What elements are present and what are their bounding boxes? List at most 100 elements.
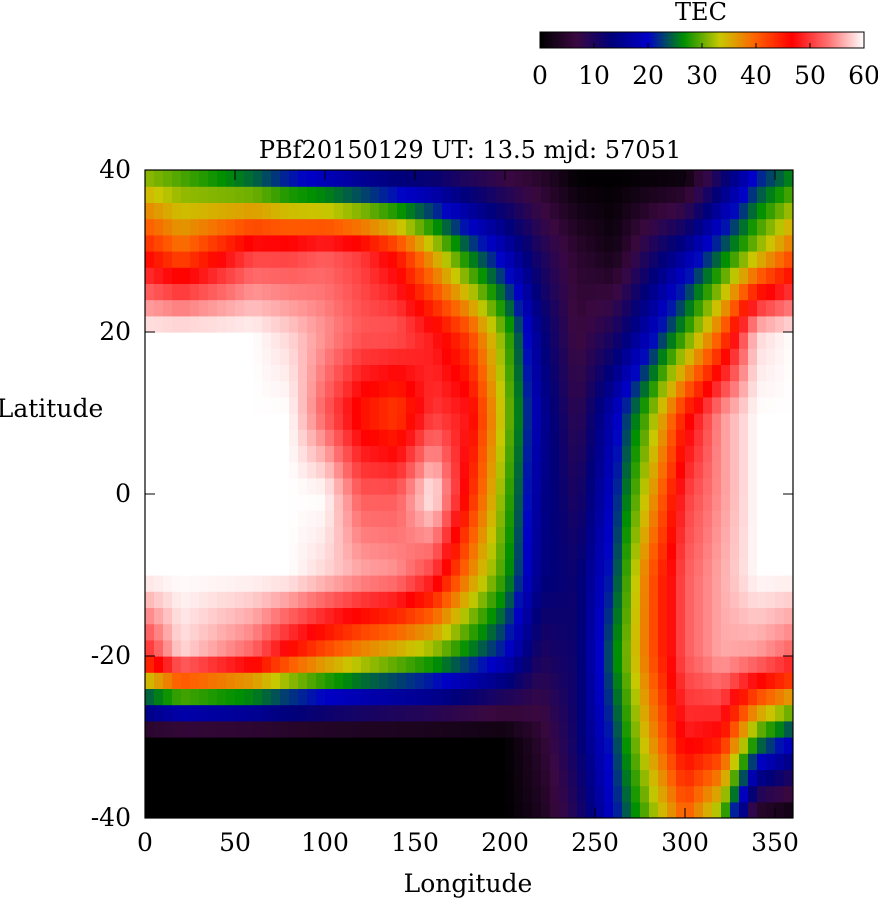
heatmap-cell <box>748 477 758 495</box>
heatmap-cell <box>154 477 164 495</box>
heatmap-cell <box>487 510 497 527</box>
heatmap-cell <box>406 315 416 333</box>
heatmap-cell <box>415 283 425 301</box>
heatmap-cell <box>604 267 614 284</box>
heatmap-cell <box>631 656 641 673</box>
heatmap-cell <box>667 413 677 430</box>
heatmap-cell <box>334 494 344 511</box>
heatmap-cell <box>253 639 263 657</box>
heatmap-cell <box>604 299 614 317</box>
heatmap-cell <box>604 672 614 689</box>
heatmap-cell <box>316 575 326 592</box>
heatmap-cell <box>586 607 596 625</box>
heatmap-cell <box>595 396 605 414</box>
heatmap-cell <box>532 234 542 252</box>
heatmap-cell <box>361 218 371 236</box>
heatmap-cell <box>568 396 578 414</box>
heatmap-cell <box>316 234 326 252</box>
heatmap-cell <box>388 672 398 689</box>
heatmap-cell <box>361 575 371 592</box>
heatmap-cell <box>424 364 434 382</box>
heatmap-cell <box>415 364 425 382</box>
heatmap-cell <box>145 591 155 608</box>
heatmap-cell <box>622 348 632 365</box>
heatmap-cell <box>631 202 641 220</box>
heatmap-cell <box>154 801 164 818</box>
heatmap-cell <box>307 267 317 284</box>
heatmap-cell <box>730 267 740 284</box>
heatmap-cell <box>703 575 713 592</box>
heatmap-cell <box>622 396 632 414</box>
heatmap-cell <box>361 607 371 625</box>
heatmap-cell <box>370 672 380 689</box>
heatmap-cell <box>766 186 776 203</box>
heatmap-cell <box>478 218 488 236</box>
heatmap-cell <box>181 348 191 365</box>
heatmap-cell <box>712 477 722 495</box>
heatmap-cell <box>784 639 793 657</box>
heatmap-cell <box>577 510 587 527</box>
heatmap-cell <box>208 672 218 689</box>
heatmap-cell <box>676 315 686 333</box>
heatmap-cell <box>289 170 299 187</box>
heatmap-cell <box>433 461 443 479</box>
heatmap-cell <box>478 769 488 787</box>
heatmap-cell <box>271 315 281 333</box>
heatmap-cell <box>712 218 722 236</box>
heatmap-cell <box>775 526 785 544</box>
heatmap-cell <box>334 251 344 268</box>
heatmap-cell <box>667 396 677 414</box>
heatmap-cell <box>451 251 461 268</box>
heatmap-cell <box>433 413 443 430</box>
heatmap-cell <box>469 234 479 252</box>
heatmap-cell <box>676 494 686 511</box>
heatmap-cell <box>289 769 299 787</box>
heatmap-cell <box>757 413 767 430</box>
heatmap-cell <box>460 186 470 203</box>
x-tick-label: 50 <box>219 828 251 857</box>
heatmap-cell <box>226 607 236 625</box>
heatmap-cell <box>739 656 749 673</box>
heatmap-cell <box>514 186 524 203</box>
heatmap-cell <box>523 445 533 463</box>
heatmap-cell <box>685 380 695 398</box>
heatmap-cell <box>478 720 488 738</box>
heatmap-cell <box>703 380 713 398</box>
heatmap-cell <box>514 299 524 317</box>
heatmap-cell <box>451 202 461 220</box>
heatmap-cell <box>289 299 299 317</box>
heatmap-cell <box>451 267 461 284</box>
heatmap-cell <box>604 688 614 706</box>
heatmap-cell <box>289 753 299 770</box>
heatmap-cell <box>316 267 326 284</box>
heatmap-cell <box>487 591 497 608</box>
heatmap-cell <box>631 558 641 576</box>
heatmap-cell <box>541 720 551 738</box>
heatmap-cell <box>442 526 452 544</box>
heatmap-cell <box>289 672 299 689</box>
heatmap-cell <box>586 785 596 803</box>
heatmap-cell <box>766 785 776 803</box>
heatmap-cell <box>694 477 704 495</box>
heatmap-cell <box>199 283 209 301</box>
heatmap-cell <box>298 639 308 657</box>
heatmap-cell <box>199 785 209 803</box>
heatmap-cell <box>640 575 650 592</box>
heatmap-cell <box>460 299 470 317</box>
heatmap-cell <box>199 688 209 706</box>
heatmap-cell <box>649 607 659 625</box>
heatmap-cell <box>541 299 551 317</box>
heatmap-cell <box>595 234 605 252</box>
heatmap-cell <box>361 283 371 301</box>
heatmap-cell <box>442 364 452 382</box>
heatmap-cell <box>586 672 596 689</box>
heatmap-cell <box>613 753 623 770</box>
heatmap-cell <box>622 510 632 527</box>
heatmap-cell <box>217 672 227 689</box>
heatmap-cell <box>334 623 344 641</box>
heatmap-cell <box>460 575 470 592</box>
heatmap-cell <box>775 720 785 738</box>
heatmap-cell <box>145 753 155 770</box>
heatmap-cell <box>145 186 155 203</box>
heatmap-cell <box>181 396 191 414</box>
